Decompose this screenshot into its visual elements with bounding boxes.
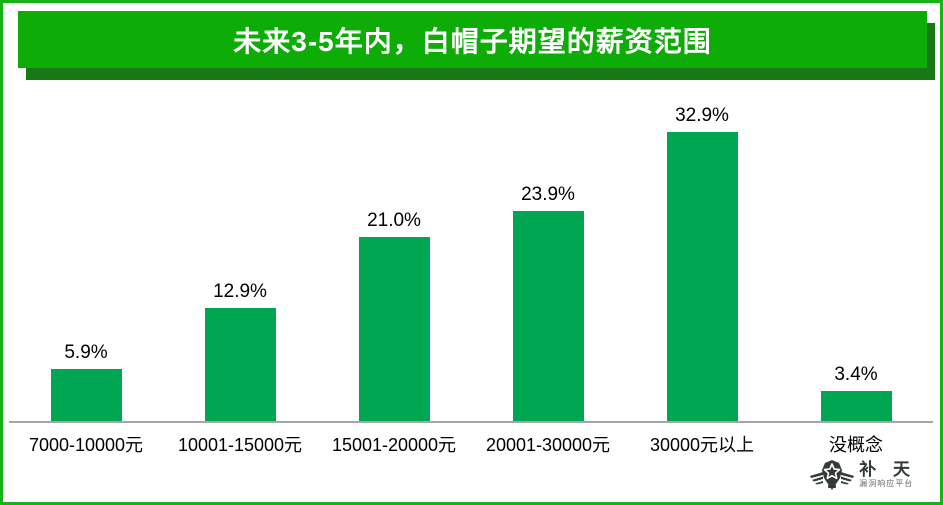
chart-title: 未来3-5年内，白帽子期望的薪资范围 bbox=[233, 25, 712, 57]
x-axis-category-labels: 7000-10000元 10001-15000元 15001-20000元 20001… bbox=[9, 431, 933, 457]
bar-value-label: 3.4% bbox=[834, 364, 878, 385]
category-label: 7000-10000元 bbox=[28, 435, 144, 455]
bar bbox=[512, 211, 584, 421]
category-label: 20001-30000元 bbox=[485, 435, 611, 455]
bar bbox=[358, 237, 430, 421]
bar-value-label: 23.9% bbox=[521, 184, 575, 205]
category-label: 15001-20000元 bbox=[331, 435, 457, 455]
bar bbox=[820, 391, 892, 421]
bar bbox=[50, 369, 122, 421]
bar-value-label: 5.9% bbox=[64, 342, 108, 363]
bar bbox=[204, 308, 276, 421]
title-banner: 未来3-5年内，白帽子期望的薪资范围 bbox=[18, 11, 927, 68]
winged-star-badge-icon bbox=[810, 460, 855, 490]
bar-value-label: 32.9% bbox=[675, 105, 729, 126]
category-label: 10001-15000元 bbox=[177, 435, 303, 455]
bar-chart-plot-area: 5.9% 12.9% 21.0% 23.9% 32.9% 3.4% bbox=[9, 3, 933, 421]
bar-value-label: 21.0% bbox=[367, 210, 421, 231]
category-label: 30000元以上 bbox=[649, 435, 755, 455]
bar bbox=[666, 132, 738, 421]
logo-tagline: 漏洞响应平台 bbox=[859, 478, 914, 488]
butian-logo: 补 天 漏洞响应平台 bbox=[809, 456, 916, 494]
x-axis-line bbox=[9, 421, 933, 423]
bar-value-label: 12.9% bbox=[213, 281, 267, 302]
category-label: 没概念 bbox=[829, 435, 883, 455]
logo-name: 补 天 bbox=[859, 460, 916, 480]
